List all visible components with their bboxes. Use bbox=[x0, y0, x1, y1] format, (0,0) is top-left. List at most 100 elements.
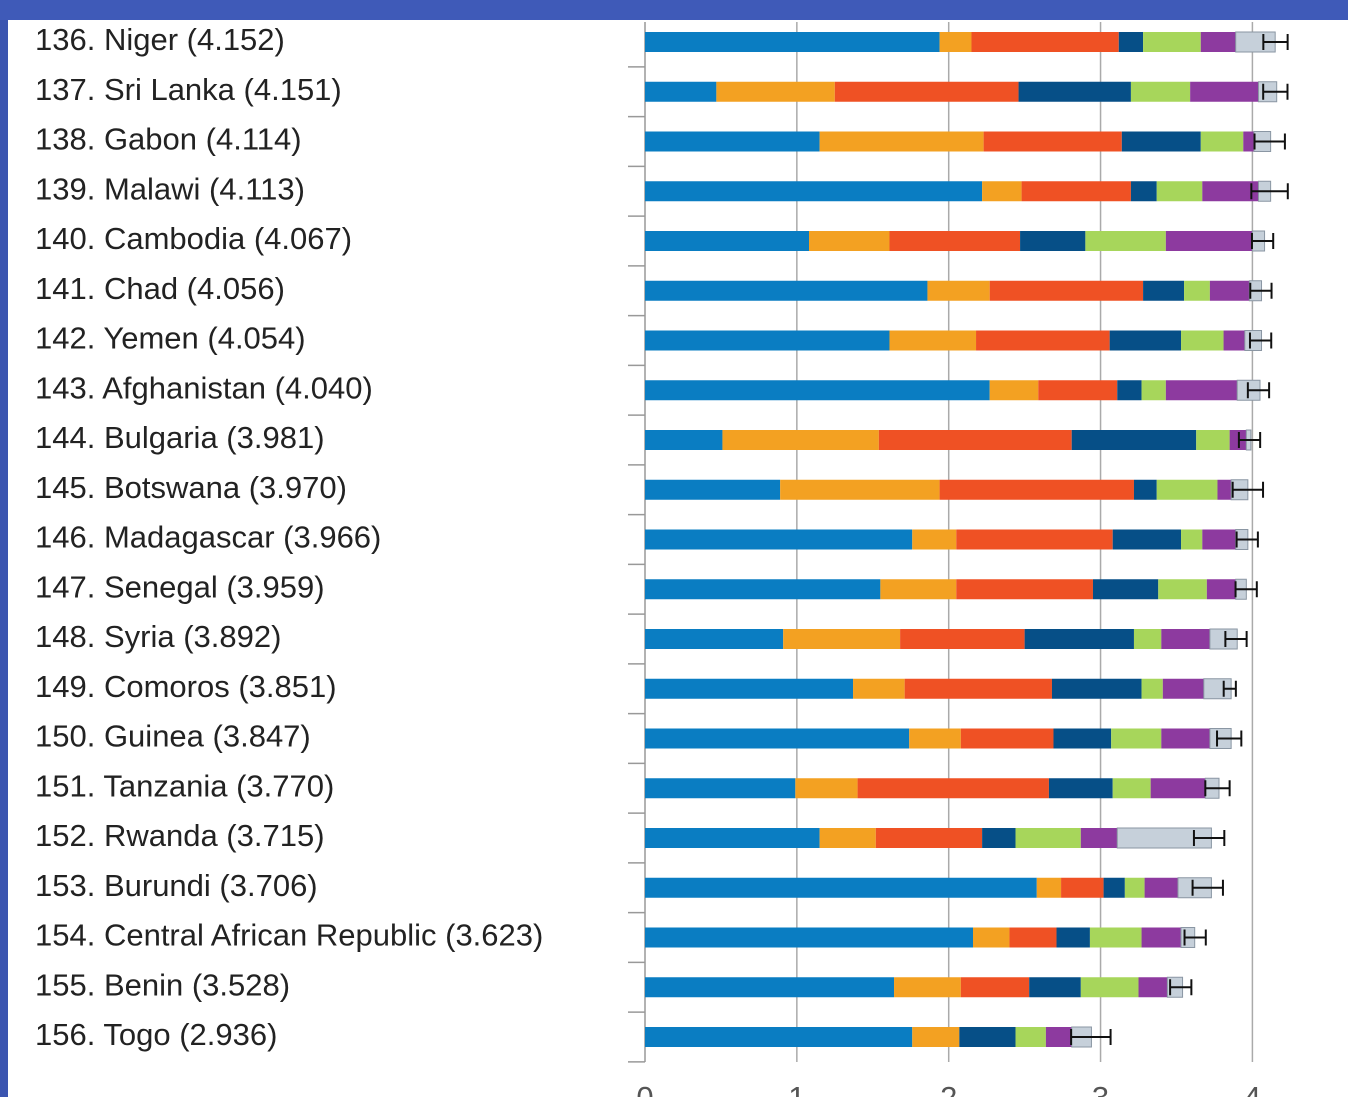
bar-segment bbox=[1015, 1027, 1046, 1047]
bar-segment bbox=[982, 828, 1016, 848]
bar-segment bbox=[645, 479, 781, 500]
bar-segment bbox=[645, 1027, 913, 1047]
bar-segment bbox=[1181, 529, 1203, 550]
bar-segment bbox=[645, 32, 940, 52]
bar-segment bbox=[1202, 529, 1236, 550]
bar-segment bbox=[645, 629, 784, 649]
bar-segment bbox=[889, 231, 1021, 251]
bar-segment bbox=[819, 828, 876, 848]
bar-segment bbox=[1085, 231, 1166, 251]
bar-segment bbox=[645, 728, 910, 749]
bar-segment bbox=[722, 430, 879, 450]
category-label: 149. Comoros (3.851) bbox=[35, 669, 337, 704]
bar-segment bbox=[780, 479, 940, 500]
bar-segment bbox=[1029, 977, 1081, 998]
bar-segment bbox=[982, 181, 1022, 202]
bar-segment bbox=[1112, 529, 1182, 550]
bar-segment bbox=[857, 778, 1049, 799]
bar-segment bbox=[645, 380, 990, 401]
category-label: 136. Niger (4.152) bbox=[35, 22, 285, 57]
bar-segment bbox=[1200, 32, 1236, 52]
bar-segment bbox=[645, 131, 820, 152]
bar-segment bbox=[1217, 479, 1232, 500]
bar-segment bbox=[1061, 877, 1104, 898]
error-bar bbox=[1237, 432, 1262, 448]
bar-segment bbox=[645, 977, 895, 998]
x-tick-label: 4 bbox=[1244, 1080, 1261, 1097]
bar-segment bbox=[894, 977, 961, 998]
bar-segment bbox=[904, 678, 1052, 699]
bar-segment bbox=[973, 927, 1010, 948]
bar-segment bbox=[1156, 181, 1203, 202]
bar-segment bbox=[1124, 877, 1145, 898]
bar-segment bbox=[645, 231, 809, 251]
bar-segment bbox=[1036, 877, 1062, 898]
category-label: 155. Benin (3.528) bbox=[35, 967, 290, 1002]
bar-segment bbox=[956, 579, 1093, 600]
bar-segment bbox=[645, 330, 890, 351]
bar-segment bbox=[1092, 579, 1159, 600]
x-tick-label: 0 bbox=[636, 1080, 653, 1097]
bar-segment bbox=[927, 280, 990, 301]
category-label: 141. Chad (4.056) bbox=[35, 271, 285, 306]
bar-segment bbox=[989, 280, 1144, 301]
category-label: 142. Yemen (4.054) bbox=[35, 321, 306, 356]
error-bar bbox=[1191, 879, 1224, 896]
category-label: 146. Madagascar (3.966) bbox=[35, 520, 381, 555]
bar-segment bbox=[645, 280, 928, 301]
bar-segment bbox=[853, 678, 905, 699]
error-bar bbox=[1262, 34, 1289, 50]
bar-segment bbox=[809, 231, 890, 251]
category-label: 137. Sri Lanka (4.151) bbox=[35, 72, 342, 107]
error-bar bbox=[1169, 979, 1193, 996]
bar-segment bbox=[1165, 380, 1238, 401]
bar-segment bbox=[1112, 778, 1151, 799]
category-label: 154. Central African Republic (3.623) bbox=[35, 918, 543, 953]
bar-segment bbox=[1206, 579, 1236, 600]
bar-segment bbox=[645, 778, 796, 799]
bar-segment bbox=[1196, 430, 1230, 450]
bar-segment bbox=[834, 81, 1019, 102]
category-label: 151. Tanzania (3.770) bbox=[35, 768, 334, 803]
bar-segment bbox=[939, 32, 972, 52]
bar-segment bbox=[1162, 678, 1204, 699]
bar-segment bbox=[1089, 927, 1142, 948]
bar-segment bbox=[1190, 81, 1259, 102]
category-label: 148. Syria (3.892) bbox=[35, 619, 281, 654]
bar-segment bbox=[909, 728, 961, 749]
bar-segment bbox=[1056, 927, 1090, 948]
bar-segment bbox=[1202, 181, 1259, 202]
bar-segment bbox=[1015, 828, 1081, 848]
top-frame bbox=[0, 0, 1348, 20]
error-bar bbox=[1216, 730, 1243, 747]
error-bar bbox=[1248, 332, 1273, 349]
category-label: 152. Rwanda (3.715) bbox=[35, 818, 325, 853]
bar-segment bbox=[795, 778, 858, 799]
error-bar bbox=[1253, 133, 1286, 150]
error-bar bbox=[1249, 282, 1273, 299]
bar-segment bbox=[889, 330, 977, 351]
bar-segment bbox=[1109, 330, 1182, 351]
bar-segment bbox=[960, 977, 1030, 998]
category-label: 150. Guinea (3.847) bbox=[35, 719, 311, 754]
bar-segment bbox=[880, 579, 957, 600]
bar-segment bbox=[1111, 728, 1162, 749]
bar-segment bbox=[645, 678, 854, 699]
bar-segment bbox=[1048, 778, 1113, 799]
bar-segment bbox=[875, 828, 983, 848]
error-bar bbox=[1235, 531, 1259, 548]
bar-segment bbox=[645, 529, 913, 550]
bar-segment bbox=[1130, 81, 1191, 102]
bar-segment bbox=[960, 728, 1054, 749]
bar-segment bbox=[1103, 877, 1125, 898]
bar-segment bbox=[939, 479, 1134, 500]
x-tick-label: 2 bbox=[940, 1080, 957, 1097]
category-label: 145. Botswana (3.970) bbox=[35, 470, 347, 505]
error-bar bbox=[1222, 680, 1237, 697]
bar-segment bbox=[1118, 32, 1144, 52]
bar-segment bbox=[645, 828, 820, 848]
bar-segment bbox=[1150, 778, 1206, 799]
bar-segment bbox=[976, 330, 1110, 351]
